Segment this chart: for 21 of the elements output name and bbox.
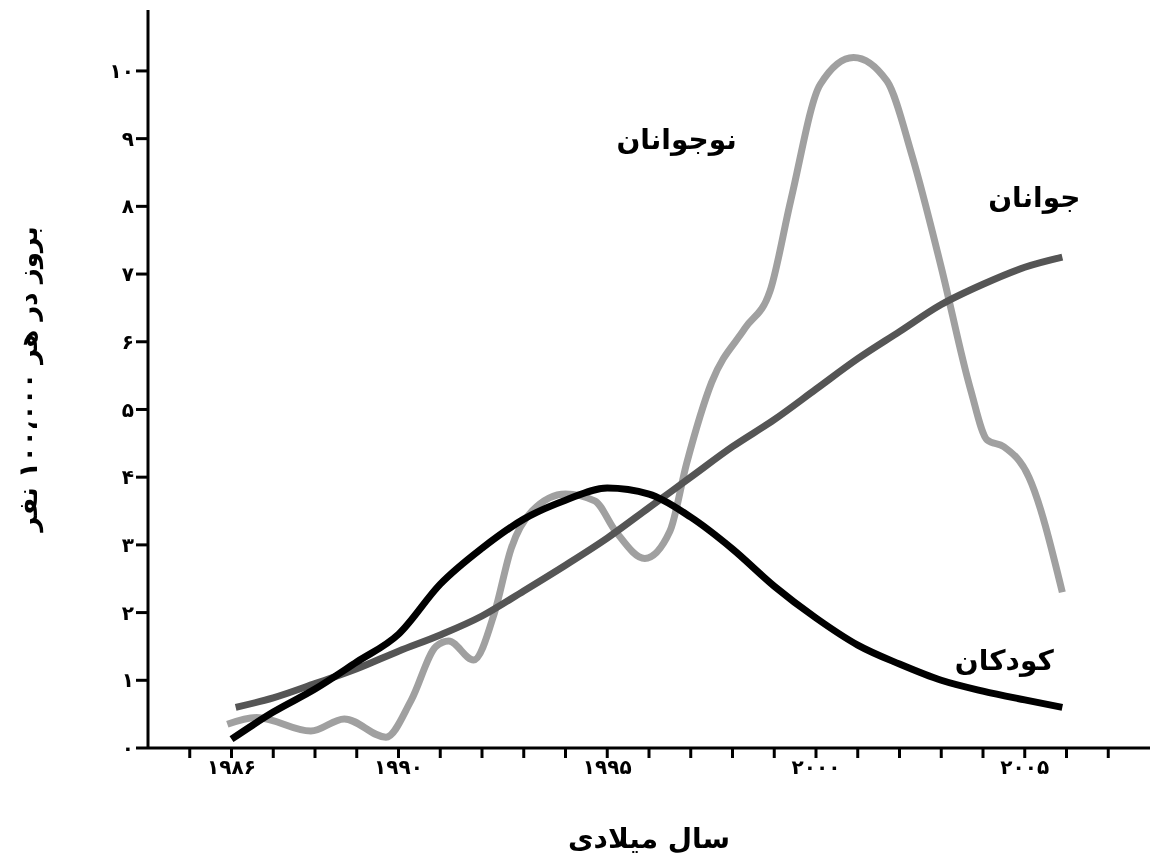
x-tick-label: ۲۰۰۵ [1000, 755, 1050, 780]
y-tick-label: ۷ [121, 262, 134, 287]
x-axis-title: سال میلادی [567, 822, 731, 855]
x-tick-label: ۱۹۹۵ [582, 755, 632, 780]
y-tick-label: ۳ [121, 532, 134, 557]
y-tick-label: ۵ [121, 397, 134, 422]
text: نوجوانان [616, 123, 737, 157]
y-tick-label: ۰ [121, 736, 134, 761]
y-tick-label: ۲ [121, 600, 134, 625]
x-tick-label: ۲۰۰۰ [791, 755, 841, 780]
y-tick-label: ۸ [121, 194, 134, 219]
y-tick-label: ۱ [121, 668, 134, 693]
series-label: کودکان [954, 644, 1055, 678]
series-label: جوانان [988, 181, 1081, 215]
y-tick-label: ۹ [121, 126, 134, 151]
y-axis-title: بروز در هر ۱۰۰،۰۰۰ نفر [13, 226, 45, 534]
x-tick-label: ۱۹۹۰ [374, 755, 423, 780]
y-tick-label: ۴ [121, 465, 134, 490]
y-tick-label: ۶ [121, 329, 134, 354]
y-tick-label: ۱۰ [109, 59, 134, 84]
x-tick-label: ۱۹۸۶ [207, 755, 256, 780]
